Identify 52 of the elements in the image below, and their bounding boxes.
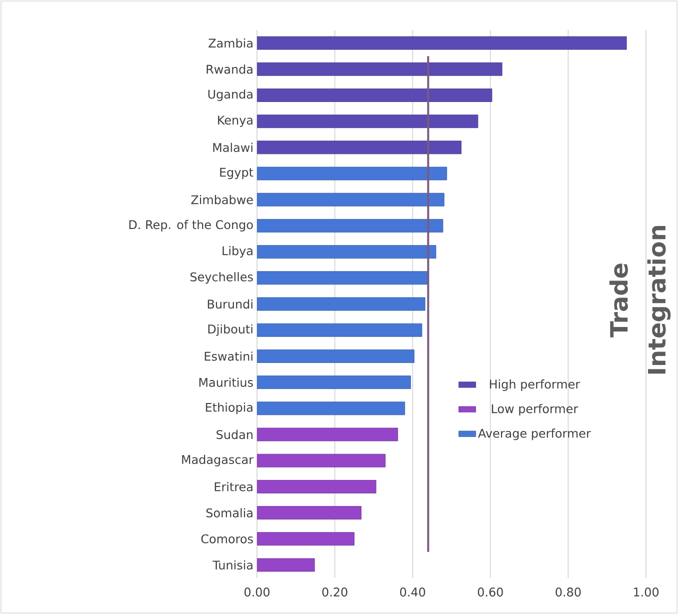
- y-tick-label: Ethiopia: [206, 402, 252, 414]
- bar: [257, 36, 627, 50]
- x-tick-label: 0.00: [244, 588, 270, 597]
- bar: [257, 532, 354, 546]
- bar: [257, 506, 362, 520]
- y-tick-label: Madagascar: [182, 454, 254, 466]
- x-tick-label: 0.40: [400, 588, 426, 597]
- y-tick-label: Zimbabwe: [191, 195, 253, 204]
- y-tick-label: Tunisia: [212, 560, 252, 570]
- bar: [257, 428, 398, 442]
- y-tick-label: Burundi: [208, 299, 252, 309]
- x-tick-label: 0.80: [556, 588, 581, 597]
- y-tick-label: Somalia: [206, 508, 252, 518]
- bar: [257, 402, 406, 416]
- y-tick-label: Uganda: [208, 89, 252, 102]
- y-tick-label: Malawi: [213, 142, 252, 152]
- bar: [257, 349, 414, 363]
- bar: [257, 454, 386, 468]
- y-tick-label: Mauritius: [199, 378, 253, 387]
- legend-label: High performer: [490, 379, 580, 391]
- y-tick-label: Libya: [222, 246, 252, 258]
- y-tick-label: Kenya: [218, 116, 252, 127]
- y-tick-label: Egypt: [220, 168, 254, 180]
- bar: [257, 297, 426, 311]
- text: Trade Integration: [609, 226, 671, 374]
- x-tick-label: 1.00: [634, 588, 659, 597]
- y-tick-label: Eritrea: [214, 482, 252, 492]
- y-tick-label: Rwanda: [206, 64, 252, 74]
- bar: [257, 114, 478, 128]
- x-tick-label: 0.20: [322, 588, 348, 597]
- y-tick-label: D. Rep. of the Congo: [129, 220, 253, 232]
- legend-label: Average performer: [478, 428, 591, 440]
- bar: [257, 376, 411, 389]
- bar: [257, 480, 376, 494]
- bar: [257, 323, 422, 337]
- bar: [257, 219, 444, 232]
- bar: [257, 166, 448, 180]
- y-tick-label: Seychelles: [190, 272, 253, 284]
- y-tick-label: Sudan: [216, 430, 252, 440]
- bar: [257, 271, 429, 285]
- y-tick-label: Comoros: [201, 534, 253, 544]
- y-tick-label: Eswatini: [204, 352, 252, 361]
- bar: [257, 558, 315, 572]
- y-tick-label: Zambia: [208, 38, 252, 48]
- legend-label: Low performer: [492, 404, 578, 416]
- bar: [257, 140, 462, 154]
- y-tick-label: Djibouti: [208, 324, 252, 336]
- bar: [257, 245, 436, 259]
- bar: [257, 62, 502, 76]
- bar: [257, 88, 492, 102]
- bar: [257, 192, 444, 206]
- x-tick-label: 0.60: [478, 588, 503, 597]
